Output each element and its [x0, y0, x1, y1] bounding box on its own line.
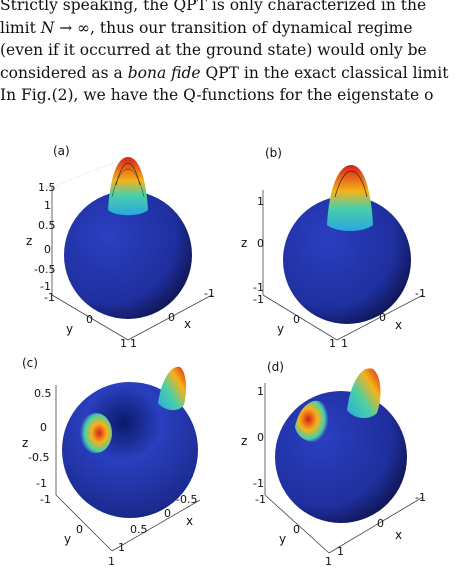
bloch-sphere — [64, 191, 192, 319]
z-tick: 1 — [257, 195, 264, 208]
paper-paragraph: Strictly speaking, the QPT is only chara… — [0, 0, 474, 107]
z-axis-label: z — [241, 236, 247, 250]
x-tick: 1 — [341, 337, 348, 350]
q-function-lobe — [80, 413, 112, 453]
panel-label: (b) — [265, 146, 282, 160]
x-tick: 0.5 — [130, 523, 148, 536]
y-tick: 1 — [120, 337, 127, 350]
bloch-sphere — [275, 391, 407, 523]
y-tick: 0 — [293, 313, 300, 326]
x-tick: 1 — [118, 541, 125, 554]
panel-d: (d) 1 0 -1 z -1 0 1 y -1 0 1 x — [237, 355, 474, 575]
z-tick: 1.5 — [38, 181, 56, 194]
panel-d-plot: (d) 1 0 -1 z -1 0 1 y -1 0 1 x — [241, 360, 426, 568]
q-function-peak — [108, 157, 148, 216]
y-tick: 1 — [325, 555, 332, 568]
z-tick: -1 — [253, 477, 264, 490]
x-tick: 0 — [379, 311, 386, 324]
x-tick: 0 — [164, 507, 171, 520]
z-axis-label: z — [26, 234, 32, 248]
q-function-peak — [158, 366, 187, 411]
paragraph-line: In Fig.(2), we have the Q-functions for … — [0, 86, 434, 104]
y-tick: -1 — [253, 293, 264, 306]
panel-label: (a) — [53, 144, 70, 158]
y-tick: 1 — [108, 555, 115, 568]
z-tick: 1 — [44, 199, 51, 212]
x-tick: 1 — [337, 545, 344, 558]
z-axis-label: z — [22, 436, 28, 450]
x-tick: 0 — [168, 311, 175, 324]
z-tick: 0 — [44, 243, 51, 256]
z-tick: 0 — [257, 237, 264, 250]
y-tick: -1 — [40, 493, 51, 506]
z-tick: 0 — [257, 431, 264, 444]
z-tick: 0.5 — [34, 387, 52, 400]
y-tick: 0 — [86, 313, 93, 326]
paragraph-line: (even if it occurred at the ground state… — [0, 41, 427, 59]
q-function-peak — [347, 368, 381, 419]
panel-b-plot: (b) 1 0 -1 z -1 0 1 y -1 0 1 x — [241, 146, 426, 350]
x-tick: 0 — [377, 517, 384, 530]
panel-a: (a) 1.5 1 0.5 0 -0.5 -1 z -1 0 1 y -1 — [0, 135, 237, 355]
z-tick: 1 — [257, 385, 264, 398]
x-tick: -1 — [415, 287, 426, 300]
panel-label: (d) — [267, 360, 284, 374]
x-axis-label: x — [395, 318, 402, 332]
q-function-lobe — [295, 400, 329, 442]
y-tick: 1 — [329, 337, 336, 350]
q-function-peak — [327, 165, 373, 231]
x-tick: -1 — [204, 287, 215, 300]
y-axis-label: y — [279, 532, 286, 546]
z-tick: 0 — [40, 421, 47, 434]
y-tick: -1 — [255, 493, 266, 506]
x-tick: -1 — [415, 491, 426, 504]
y-tick: -1 — [44, 291, 55, 304]
y-axis-label: y — [66, 322, 73, 336]
z-tick: -0.5 — [28, 451, 49, 464]
z-tick: 0.5 — [38, 219, 56, 232]
paragraph-line: considered as a bona fide QPT in the exa… — [0, 63, 449, 82]
z-axis-label: z — [241, 434, 247, 448]
y-axis-label: y — [64, 532, 71, 546]
panel-c-plot: (c) 0.5 0 -0.5 -1 z -1 0 1 y -0.5 0 0.5 … — [22, 356, 201, 568]
x-axis-label: x — [184, 317, 191, 331]
z-tick: -1 — [253, 281, 264, 294]
x-axis-label: x — [395, 528, 402, 542]
panel-b: (b) 1 0 -1 z -1 0 1 y -1 0 1 x — [237, 135, 474, 355]
panel-a-plot: (a) 1.5 1 0.5 0 -0.5 -1 z -1 0 1 y -1 — [26, 144, 215, 350]
q-function-figure: (a) 1.5 1 0.5 0 -0.5 -1 z -1 0 1 y -1 — [0, 135, 474, 575]
x-tick: -0.5 — [176, 493, 197, 506]
y-tick: 0 — [76, 523, 83, 536]
x-tick: 1 — [130, 337, 137, 350]
y-tick: 0 — [293, 523, 300, 536]
paragraph-line: limit N → ∞, thus our transition of dyna… — [0, 18, 413, 37]
bloch-sphere — [283, 196, 411, 324]
x-axis-label: x — [186, 514, 193, 528]
panel-label: (c) — [22, 356, 38, 370]
z-tick: -1 — [36, 477, 47, 490]
panel-c: (c) 0.5 0 -0.5 -1 z -1 0 1 y -0.5 0 0.5 … — [0, 355, 237, 575]
paragraph-line: Strictly speaking, the QPT is only chara… — [0, 0, 427, 14]
z-tick: -0.5 — [34, 263, 55, 276]
y-axis-label: y — [277, 322, 284, 336]
z-tick: -1 — [40, 280, 51, 293]
